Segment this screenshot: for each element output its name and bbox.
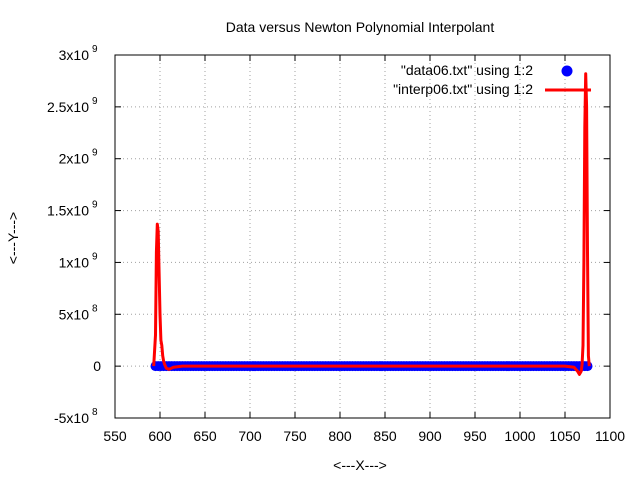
y-tick-exponent: 8 bbox=[92, 407, 98, 418]
x-tick-label: 1000 bbox=[504, 428, 535, 444]
x-tick-label: 800 bbox=[328, 428, 352, 444]
y-tick-label: 5x10 bbox=[59, 306, 90, 322]
y-tick-exponent: 9 bbox=[92, 44, 98, 55]
chart-title: Data versus Newton Polynomial Interpolan… bbox=[226, 19, 495, 35]
x-tick-label: 1050 bbox=[549, 428, 580, 444]
y-tick-exponent: 9 bbox=[92, 200, 98, 211]
x-tick-label: 900 bbox=[418, 428, 442, 444]
x-axis: 550 600 650 700 750 800 850 900 950 1000 1050 1100 bbox=[103, 55, 625, 444]
y-tick-label: 2.5x10 bbox=[47, 99, 89, 115]
x-tick-label: 600 bbox=[148, 428, 172, 444]
legend-label-interp: "interp06.txt" using 1:2 bbox=[393, 81, 533, 97]
interpolant-line bbox=[152, 72, 591, 376]
y-axis-label: <---Y---> bbox=[5, 212, 21, 264]
y-tick-label: 1x10 bbox=[59, 254, 90, 270]
x-tick-label: 750 bbox=[283, 428, 307, 444]
plot-frame bbox=[114, 54, 611, 419]
x-tick-label: 550 bbox=[103, 428, 127, 444]
legend: "data06.txt" using 1:2 "interp06.txt" us… bbox=[393, 62, 591, 97]
y-tick-exponent: 9 bbox=[92, 251, 98, 262]
y-tick-label: -5x10 bbox=[54, 410, 89, 426]
y-tick-label: 1.5x10 bbox=[47, 203, 89, 219]
legend-marker-data bbox=[561, 65, 573, 77]
y-tick-label: 3x10 bbox=[59, 47, 90, 63]
x-tick-label: 850 bbox=[373, 428, 397, 444]
y-tick-label: 0 bbox=[93, 358, 101, 374]
x-tick-label: 700 bbox=[238, 428, 262, 444]
series-layer bbox=[150, 72, 593, 376]
x-tick-label: 950 bbox=[463, 428, 487, 444]
x-axis-label: <---X---> bbox=[333, 457, 387, 473]
y-tick-label: 2x10 bbox=[59, 151, 90, 167]
y-tick-exponent: 9 bbox=[92, 96, 98, 107]
legend-label-data: "data06.txt" using 1:2 bbox=[401, 62, 533, 78]
y-tick-exponent: 8 bbox=[92, 303, 98, 314]
x-tick-label: 650 bbox=[193, 428, 217, 444]
y-tick-exponent: 9 bbox=[92, 148, 98, 159]
x-tick-label: 1100 bbox=[595, 428, 625, 444]
